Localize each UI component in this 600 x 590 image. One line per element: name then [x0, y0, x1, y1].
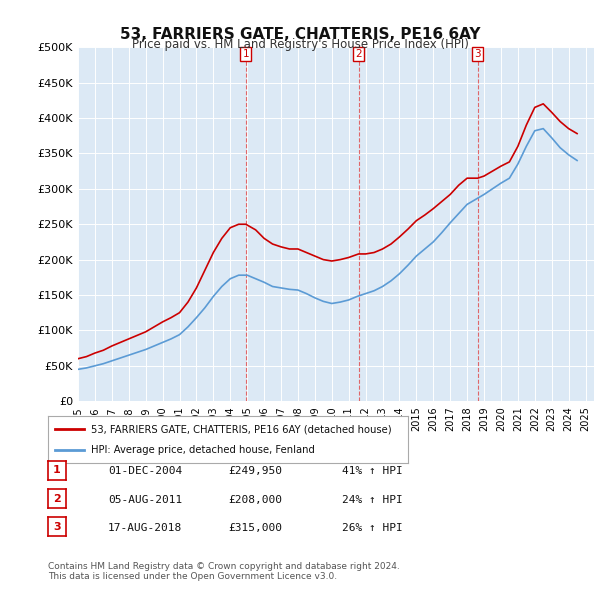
- Text: 53, FARRIERS GATE, CHATTERIS, PE16 6AY: 53, FARRIERS GATE, CHATTERIS, PE16 6AY: [120, 27, 480, 41]
- Text: HPI: Average price, detached house, Fenland: HPI: Average price, detached house, Fenl…: [91, 445, 315, 455]
- Text: £208,000: £208,000: [228, 495, 282, 504]
- Text: 3: 3: [475, 50, 481, 59]
- Text: 05-AUG-2011: 05-AUG-2011: [108, 495, 182, 504]
- Text: 1: 1: [53, 466, 61, 475]
- Text: 53, FARRIERS GATE, CHATTERIS, PE16 6AY (detached house): 53, FARRIERS GATE, CHATTERIS, PE16 6AY (…: [91, 424, 392, 434]
- Text: 2: 2: [355, 50, 362, 59]
- Text: 3: 3: [53, 522, 61, 532]
- Text: Price paid vs. HM Land Registry's House Price Index (HPI): Price paid vs. HM Land Registry's House …: [131, 38, 469, 51]
- Text: 24% ↑ HPI: 24% ↑ HPI: [342, 495, 403, 504]
- Text: 2: 2: [53, 494, 61, 503]
- Text: 17-AUG-2018: 17-AUG-2018: [108, 523, 182, 533]
- Text: 26% ↑ HPI: 26% ↑ HPI: [342, 523, 403, 533]
- Text: £315,000: £315,000: [228, 523, 282, 533]
- Text: 1: 1: [242, 50, 249, 59]
- Text: £249,950: £249,950: [228, 467, 282, 476]
- Text: 01-DEC-2004: 01-DEC-2004: [108, 467, 182, 476]
- Text: 41% ↑ HPI: 41% ↑ HPI: [342, 467, 403, 476]
- Text: Contains HM Land Registry data © Crown copyright and database right 2024.
This d: Contains HM Land Registry data © Crown c…: [48, 562, 400, 581]
